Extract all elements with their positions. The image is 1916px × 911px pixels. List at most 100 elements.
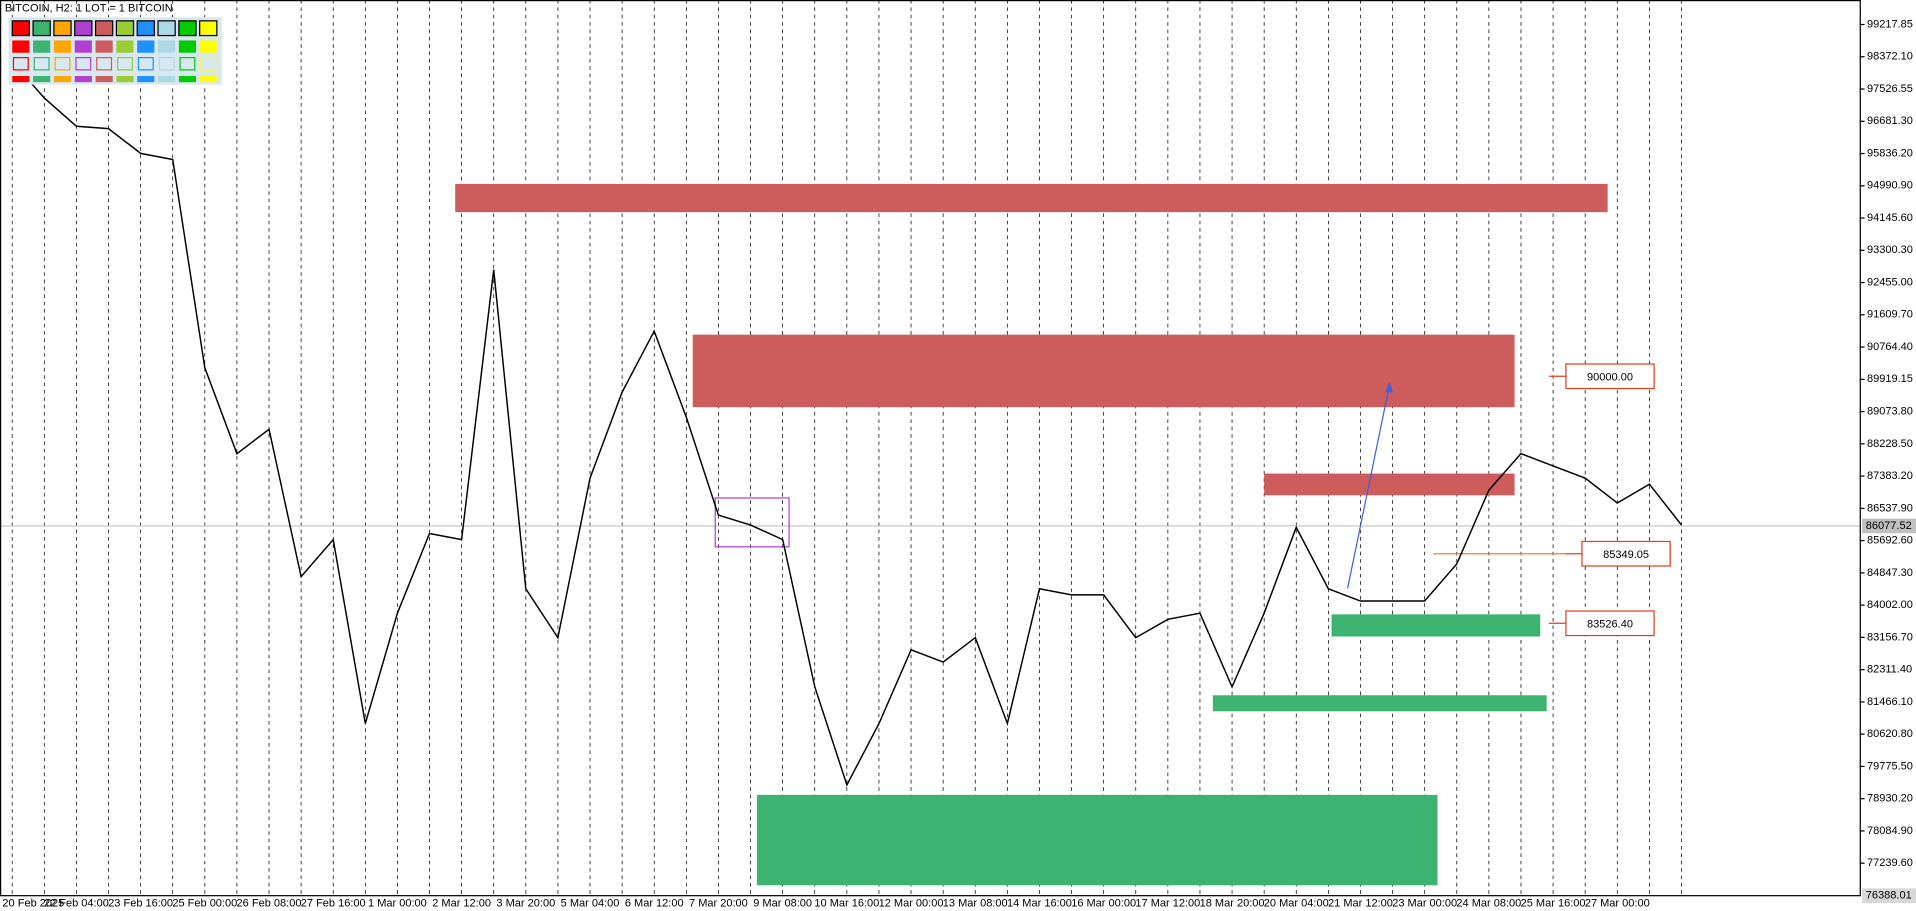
y-tick-label: 96681.30: [1867, 115, 1913, 127]
arrow: [1346, 386, 1390, 589]
x-tick-label: 14 Mar 16:00: [1007, 898, 1072, 910]
x-tick-label: 26 Feb 08:00: [237, 898, 302, 910]
x-tick-label: 25 Feb 00:00: [172, 898, 237, 910]
palette-line: [33, 76, 51, 83]
zones: [455, 183, 1608, 886]
palette-outline: [96, 57, 113, 71]
level-box: [1565, 363, 1655, 390]
y-tick-label: 94990.90: [1867, 180, 1913, 192]
zone: [1331, 614, 1541, 637]
palette-button: [136, 20, 155, 37]
palette-button: [178, 20, 197, 37]
palette-button: [94, 20, 114, 37]
palette-fill: [12, 40, 30, 53]
x-tick-label: 25 Mar 16:00: [1521, 898, 1586, 910]
x-tick-label: 9 Mar 08:00: [753, 898, 812, 910]
palette-outline: [12, 57, 29, 71]
y-tick-label: 81466.10: [1867, 696, 1913, 708]
y-tick-label: 85692.60: [1867, 535, 1913, 547]
x-tick-label: 13 Mar 08:00: [943, 898, 1008, 910]
zone: [1212, 695, 1547, 712]
y-tick-label: 78930.20: [1867, 793, 1913, 805]
palette-button: [53, 20, 72, 37]
x-tick-label: 6 Mar 12:00: [625, 898, 684, 910]
grid: [0, 0, 1860, 896]
x-tick-label: 2 Mar 12:00: [432, 898, 491, 910]
y-tick-label: 79775.50: [1867, 760, 1913, 772]
x-tick-label: 3 Mar 20:00: [496, 898, 555, 910]
y-tick-label: 86537.90: [1867, 502, 1913, 514]
y-tick-label: 94145.60: [1867, 212, 1913, 224]
y-tick-label: 87383.20: [1867, 470, 1913, 482]
x-tick-label: 7 Mar 20:00: [689, 898, 748, 910]
y-tick-label: 83156.70: [1867, 631, 1913, 643]
x-tick-label: 20 Mar 04:00: [1264, 898, 1329, 910]
zone: [455, 183, 1608, 213]
chart-title: BITCOIN, H2: 1 LOT = 1 BITCOIN: [5, 2, 173, 14]
color-palette: [8, 17, 222, 85]
y-tick-label: 92455.00: [1867, 276, 1913, 288]
x-tick-label: 23 Mar 00:00: [1392, 898, 1457, 910]
palette-line: [178, 76, 197, 83]
y-tick-label: 89919.15: [1867, 373, 1913, 385]
palette-outline: [116, 57, 133, 71]
palette-fill: [53, 40, 72, 53]
x-tick-label: 24 Mar 08:00: [1456, 898, 1521, 910]
x-tick-label: 1 Mar 00:00: [368, 898, 427, 910]
x-tick-label: 23 Feb 16:00: [108, 898, 173, 910]
palette-fill: [158, 40, 176, 53]
x-tick-label: 16 Mar 00:00: [1071, 898, 1136, 910]
x-tick-label: 21 Mar 12:00: [1328, 898, 1393, 910]
y-tick-label: 97526.55: [1867, 83, 1913, 95]
palette-line: [199, 76, 217, 83]
palette-line: [137, 76, 155, 83]
palette-line: [95, 76, 113, 83]
palette-button: [74, 20, 93, 37]
palette-fill: [178, 40, 197, 53]
palette-outline: [200, 57, 217, 71]
y-tick-label: 90764.40: [1867, 341, 1913, 353]
x-tick-label: 20 Feb 2025: [2, 898, 64, 910]
x-tick-label: 27 Feb 16:00: [301, 898, 366, 910]
palette-fill: [74, 40, 92, 53]
x-tick-label: 27 Mar 00:00: [1585, 898, 1650, 910]
palette-outline: [33, 57, 50, 71]
x-tick-label: 22 Feb 04:00: [44, 898, 109, 910]
series: [11, 60, 1683, 787]
zone: [756, 794, 1438, 886]
y-tick-label: 80620.80: [1867, 728, 1913, 740]
level-label: 90000.00: [1587, 371, 1633, 383]
palette-fill: [95, 40, 113, 53]
y-tick-label: 78084.90: [1867, 825, 1913, 837]
zone: [692, 334, 1515, 408]
level-label: 85349.05: [1603, 549, 1649, 561]
current-price-box: [1862, 518, 1916, 534]
palette-outline: [137, 57, 154, 71]
zone: [1264, 473, 1515, 496]
palette-line: [158, 76, 176, 83]
y-tick-label: 82311.40: [1867, 664, 1912, 676]
palette-outline: [158, 57, 175, 71]
palette-line: [74, 76, 92, 83]
x-tick-label: 5 Mar 04:00: [561, 898, 620, 910]
palette-button: [32, 20, 51, 37]
y-tick-label: 93300.30: [1867, 244, 1913, 256]
palette-fill: [137, 40, 155, 53]
palette-outline: [54, 57, 71, 71]
palette-line: [53, 76, 72, 83]
current-price-label: 86077.52: [1866, 520, 1912, 532]
price-line: [11, 60, 1683, 787]
palette-line: [12, 76, 30, 83]
y-tick-label: 89073.80: [1867, 405, 1913, 417]
palette-button: [11, 20, 31, 37]
level-box: [1581, 540, 1671, 567]
y-tick-label: 98372.10: [1867, 51, 1913, 63]
y-tick-label: 84847.30: [1867, 567, 1913, 579]
palette-button: [115, 20, 135, 37]
range-box: [714, 497, 790, 548]
bottom-price-label: 76388.01: [1866, 890, 1912, 902]
